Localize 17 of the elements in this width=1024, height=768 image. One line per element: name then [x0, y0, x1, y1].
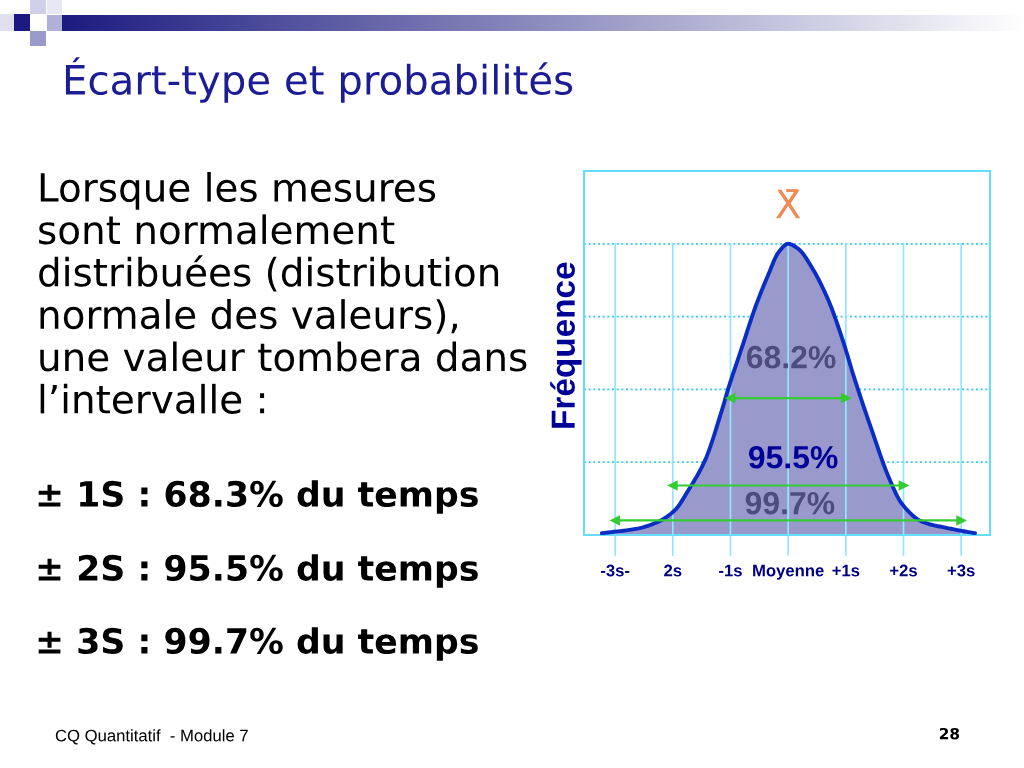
x-tick-label: Moyenne [753, 564, 824, 580]
x-tick-label: +3s [947, 564, 975, 577]
chart-title: Écart-type et probabilités [65, 57, 573, 103]
ref-line-label: X̄ [775, 189, 801, 219]
x-tick-label: +1s [832, 564, 860, 577]
text: ± 3S : 99.7% du temps [38, 627, 478, 661]
x-tick-label: 2s [664, 564, 682, 577]
text: 28 [939, 727, 960, 740]
y-axis-title: Fréquence [550, 262, 582, 428]
text: ± 2S : 95.5% du temps [38, 554, 478, 588]
x-tick-label: -1s [719, 564, 742, 577]
x-tick-label: +2s [890, 564, 917, 577]
annotation: 95.5% [748, 445, 838, 469]
text: ± 1S : 68.3% du temps [38, 480, 478, 514]
text: CQ Quantitatif - Module 7 [55, 729, 248, 745]
x-tick-label: -3s- [600, 564, 630, 577]
text: Lorsque les mesures sont normalement distribuées (distribution normale des valeurs), une valeur tombera dans l’intervalle : [39, 172, 527, 414]
